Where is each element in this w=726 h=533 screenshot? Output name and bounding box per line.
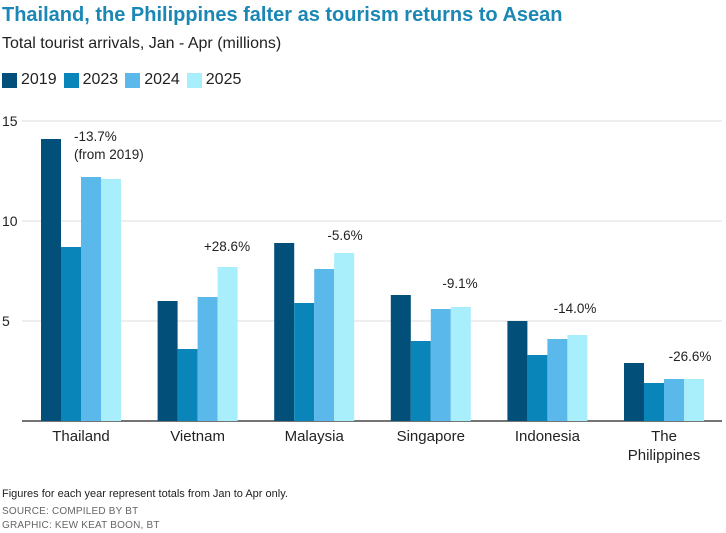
y-tick-label: 10 (2, 213, 18, 229)
bar-2019-vietnam (157, 301, 178, 421)
annotation-label: -13.7% (74, 129, 117, 144)
legend-item-2023: 2023 (63, 71, 119, 89)
x-tick-label: The (651, 428, 677, 445)
graphic-credit: GRAPHIC: KEW KEAT BOON, BT (2, 520, 160, 531)
x-tick-label: Vietnam (170, 428, 225, 445)
source-credit: SOURCE: COMPILED BY BT (2, 506, 139, 517)
annotation-label: -14.0% (554, 301, 597, 316)
chart-subtitle: Total tourist arrivals, Jan - Apr (milli… (2, 35, 282, 52)
bar-2019-thailand (41, 139, 61, 421)
bar-2019-indonesia (507, 321, 528, 421)
annotation-label: (from 2019) (74, 147, 144, 162)
bar-2024-vietnam (197, 297, 218, 421)
bar-2025-indonesia (567, 335, 588, 421)
y-tick-label: 15 (2, 113, 18, 129)
legend-label: 2025 (205, 71, 242, 88)
legend-swatch (63, 72, 79, 88)
bar-2024-thailand (81, 177, 101, 421)
bar-2019-malaysia (274, 243, 295, 421)
chart-footnote: Figures for each year represent totals f… (2, 488, 288, 500)
annotation-label: -9.1% (442, 276, 477, 291)
x-tick-label: Singapore (397, 428, 465, 445)
bar-2023-singapore (410, 341, 431, 421)
chart-legend: 2019 2023 2024 2025 (2, 71, 248, 89)
legend-item-2025: 2025 (186, 71, 242, 89)
bar-2023-thailand (61, 247, 81, 421)
bar-2024-singapore (430, 309, 451, 421)
bar-2019-the-philippines (624, 363, 644, 421)
chart-title: Thailand, the Philippines falter as tour… (2, 4, 563, 26)
legend-label: 2023 (82, 71, 119, 88)
annotation-label: -5.6% (327, 228, 362, 243)
legend-item-2019: 2019 (2, 71, 57, 89)
bar-2025-thailand (101, 179, 121, 421)
bar-2023-the-philippines (644, 383, 664, 421)
x-tick-label: Philippines (628, 447, 701, 464)
bar-2025-singapore (450, 307, 471, 421)
bar-2019-singapore (390, 295, 411, 421)
bar-2024-indonesia (547, 339, 568, 421)
legend-item-2024: 2024 (125, 71, 180, 89)
legend-label: 2024 (144, 71, 180, 88)
legend-swatch (2, 72, 17, 88)
annotation-label: -26.6% (669, 349, 712, 364)
bar-chart: 5 10 15 Thailand Vietnam Malaysia Singapore Ind… (2, 113, 722, 464)
y-tick-label: 5 (2, 313, 10, 329)
bar-2024-the-philippines (664, 379, 684, 421)
x-tick-label: Indonesia (515, 428, 581, 445)
legend-swatch (186, 72, 202, 88)
bar-2025-the-philippines (684, 379, 704, 421)
legend-label: 2019 (21, 71, 57, 88)
bar-2023-vietnam (177, 349, 198, 421)
bar-2025-vietnam (217, 267, 238, 421)
x-tick-label: Thailand (52, 428, 110, 445)
legend-swatch (125, 72, 141, 88)
bar-2023-malaysia (294, 303, 315, 421)
bar-2024-malaysia (314, 269, 335, 421)
x-tick-label: Malaysia (285, 428, 345, 445)
annotation-label: +28.6% (204, 239, 250, 254)
bar-2023-indonesia (527, 355, 548, 421)
bar-2025-malaysia (334, 253, 355, 421)
